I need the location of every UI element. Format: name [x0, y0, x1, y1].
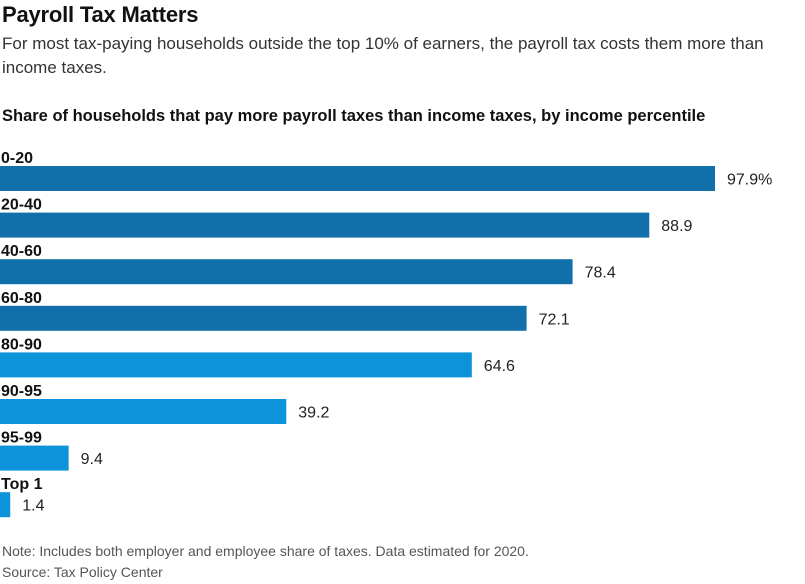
category-label: Top 1 [1, 476, 43, 493]
bar [0, 399, 287, 424]
category-label: 20-40 [1, 197, 42, 214]
bar [0, 305, 527, 331]
value-label: 72.1 [539, 311, 570, 328]
chart-footer: Note: Includes both employer and employe… [2, 541, 529, 583]
bar [0, 352, 472, 378]
page-title: Payroll Tax Matters [2, 2, 199, 27]
page-subtitle: For most tax-paying households outside t… [2, 34, 764, 77]
category-label: 95-99 [1, 430, 42, 447]
footnote: Note: Includes both employer and employe… [2, 543, 529, 559]
bar [0, 212, 650, 238]
value-label: 97.9% [727, 172, 772, 189]
category-label: 80-90 [1, 336, 42, 353]
category-label: 90-95 [1, 383, 42, 400]
chart-title: Share of households that pay more payrol… [2, 107, 706, 125]
bar [0, 259, 573, 285]
value-label: 78.4 [585, 265, 616, 282]
value-label: 1.4 [22, 498, 44, 515]
value-label: 39.2 [298, 405, 329, 422]
value-label: 64.6 [484, 358, 515, 375]
bar [0, 445, 69, 471]
value-label: 88.9 [661, 218, 692, 235]
source-credit: Source: Tax Policy Center [2, 564, 163, 580]
bar [0, 166, 715, 191]
value-label: 9.4 [81, 451, 103, 468]
bar [0, 492, 11, 518]
category-label: 60-80 [1, 290, 42, 307]
category-label: 0-20 [1, 150, 33, 167]
category-label: 40-60 [1, 243, 42, 260]
